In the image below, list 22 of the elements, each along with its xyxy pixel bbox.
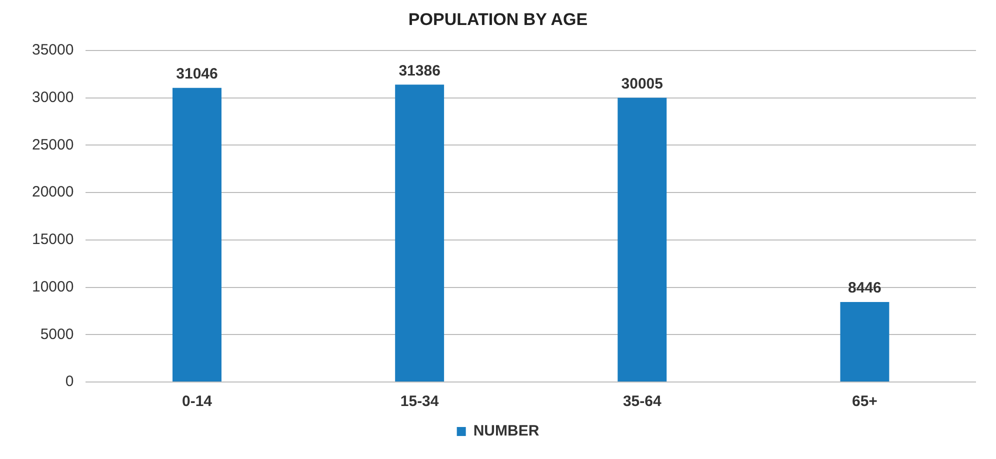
y-tick-label: 0 bbox=[65, 373, 74, 390]
data-label: 8446 bbox=[848, 280, 882, 297]
x-tick-label: 0-14 bbox=[182, 393, 213, 410]
bar bbox=[172, 88, 222, 382]
y-tick-label: 35000 bbox=[32, 42, 74, 59]
x-tick-label: 65+ bbox=[852, 393, 878, 410]
y-tick-label: 5000 bbox=[40, 326, 74, 343]
y-tick-label: 20000 bbox=[32, 184, 74, 201]
y-tick-label: 10000 bbox=[32, 278, 74, 296]
data-label: 30005 bbox=[621, 75, 663, 92]
data-label: 31046 bbox=[176, 66, 218, 82]
data-label: 31386 bbox=[398, 62, 440, 80]
y-tick-label: 25000 bbox=[32, 136, 74, 154]
bar bbox=[840, 302, 890, 382]
x-tick-label: 35-64 bbox=[622, 393, 662, 410]
x-tick-label: 15-34 bbox=[400, 393, 440, 410]
chart-title: POPULATION BY AGE bbox=[408, 10, 588, 29]
y-tick-label: 15000 bbox=[32, 231, 74, 248]
bar bbox=[395, 84, 444, 382]
y-tick-label: 30000 bbox=[32, 88, 74, 106]
legend-label: NUMBER bbox=[473, 422, 540, 440]
bar bbox=[618, 98, 667, 382]
